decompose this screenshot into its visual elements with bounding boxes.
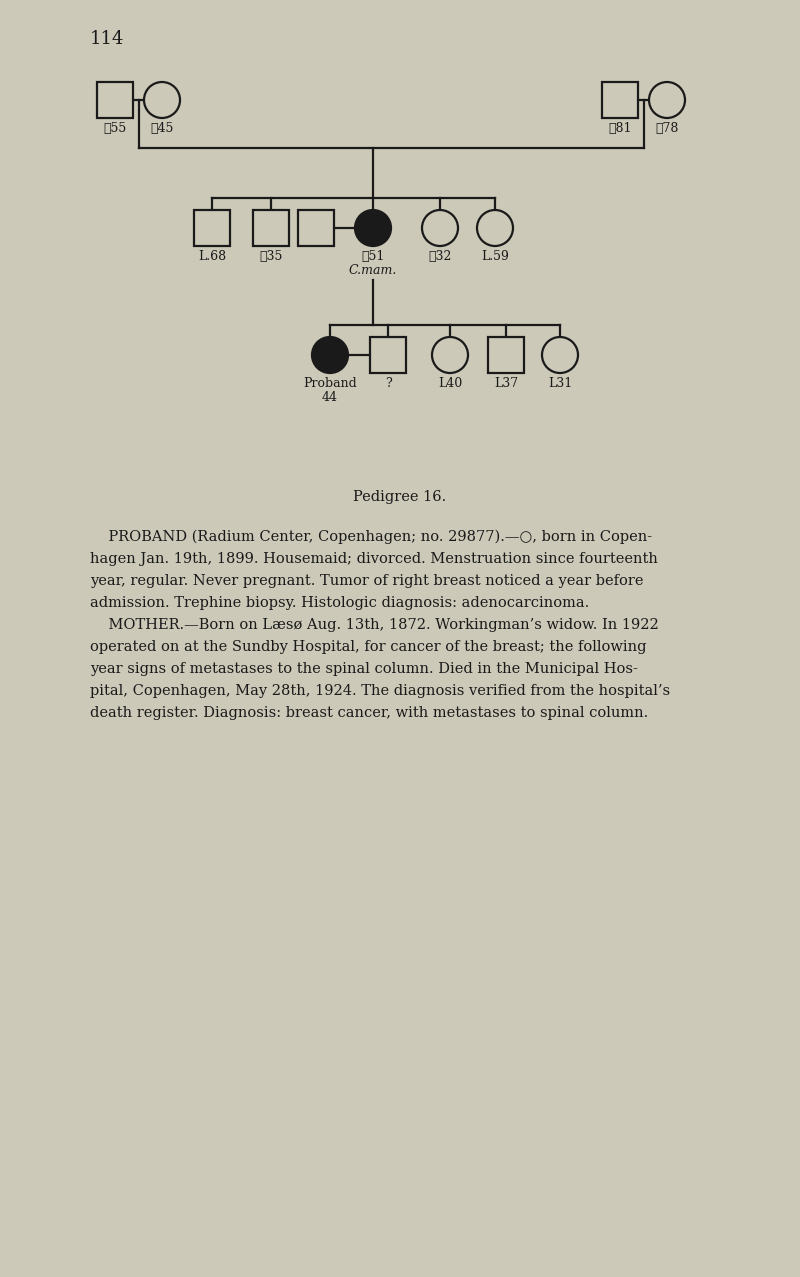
Text: year, regular. Never pregnant. Tumor of right breast noticed a year before: year, regular. Never pregnant. Tumor of … (90, 573, 643, 587)
Text: admission. Trephine biopsy. Histologic diagnosis: adenocarcinoma.: admission. Trephine biopsy. Histologic d… (90, 596, 590, 610)
Text: L.68: L.68 (198, 250, 226, 263)
Text: MOTHER.—Born on Læsø Aug. 13th, 1872. Workingman’s widow. In 1922: MOTHER.—Born on Læsø Aug. 13th, 1872. Wo… (90, 618, 658, 632)
Bar (602, 82, 638, 117)
Text: pital, Copenhagen, May 28th, 1924. The diagnosis verified from the hospital’s: pital, Copenhagen, May 28th, 1924. The d… (90, 684, 670, 699)
Circle shape (649, 82, 685, 117)
Text: L40: L40 (438, 377, 462, 389)
Text: ✐55: ✐55 (103, 123, 126, 135)
Text: 114: 114 (90, 29, 124, 49)
Bar (194, 209, 230, 246)
Circle shape (312, 337, 348, 373)
Text: Pedigree 16.: Pedigree 16. (354, 490, 446, 504)
Text: year signs of metastases to the spinal column. Died in the Municipal Hos-: year signs of metastases to the spinal c… (90, 661, 638, 676)
Text: 44: 44 (322, 391, 338, 404)
Circle shape (542, 337, 578, 373)
Bar (370, 337, 406, 373)
Text: Proband: Proband (303, 377, 357, 389)
Text: operated on at the Sundby Hospital, for cancer of the breast; the following: operated on at the Sundby Hospital, for … (90, 640, 646, 654)
Circle shape (422, 209, 458, 246)
Bar (488, 337, 524, 373)
Circle shape (355, 209, 391, 246)
Text: ✐32: ✐32 (428, 250, 452, 263)
Circle shape (144, 82, 180, 117)
Bar (298, 209, 334, 246)
Text: ✐35: ✐35 (259, 250, 282, 263)
Text: ✐51: ✐51 (362, 250, 385, 263)
Bar (253, 209, 289, 246)
Text: death register. Diagnosis: breast cancer, with metastases to spinal column.: death register. Diagnosis: breast cancer… (90, 706, 648, 720)
Circle shape (432, 337, 468, 373)
Text: L.59: L.59 (481, 250, 509, 263)
Text: L37: L37 (494, 377, 518, 389)
Text: L31: L31 (548, 377, 572, 389)
Text: hagen Jan. 19th, 1899. Housemaid; divorced. Menstruation since fourteenth: hagen Jan. 19th, 1899. Housemaid; divorc… (90, 552, 658, 566)
Text: ?: ? (385, 377, 391, 389)
Bar (97, 82, 133, 117)
Circle shape (477, 209, 513, 246)
Text: ✐81: ✐81 (608, 123, 632, 135)
Text: ✐45: ✐45 (150, 123, 174, 135)
Text: C.mam.: C.mam. (349, 264, 397, 277)
Text: PROBAND (Radium Center, Copenhagen; no. 29877).—○, born in Copen-: PROBAND (Radium Center, Copenhagen; no. … (90, 530, 652, 544)
Text: ✐78: ✐78 (655, 123, 678, 135)
